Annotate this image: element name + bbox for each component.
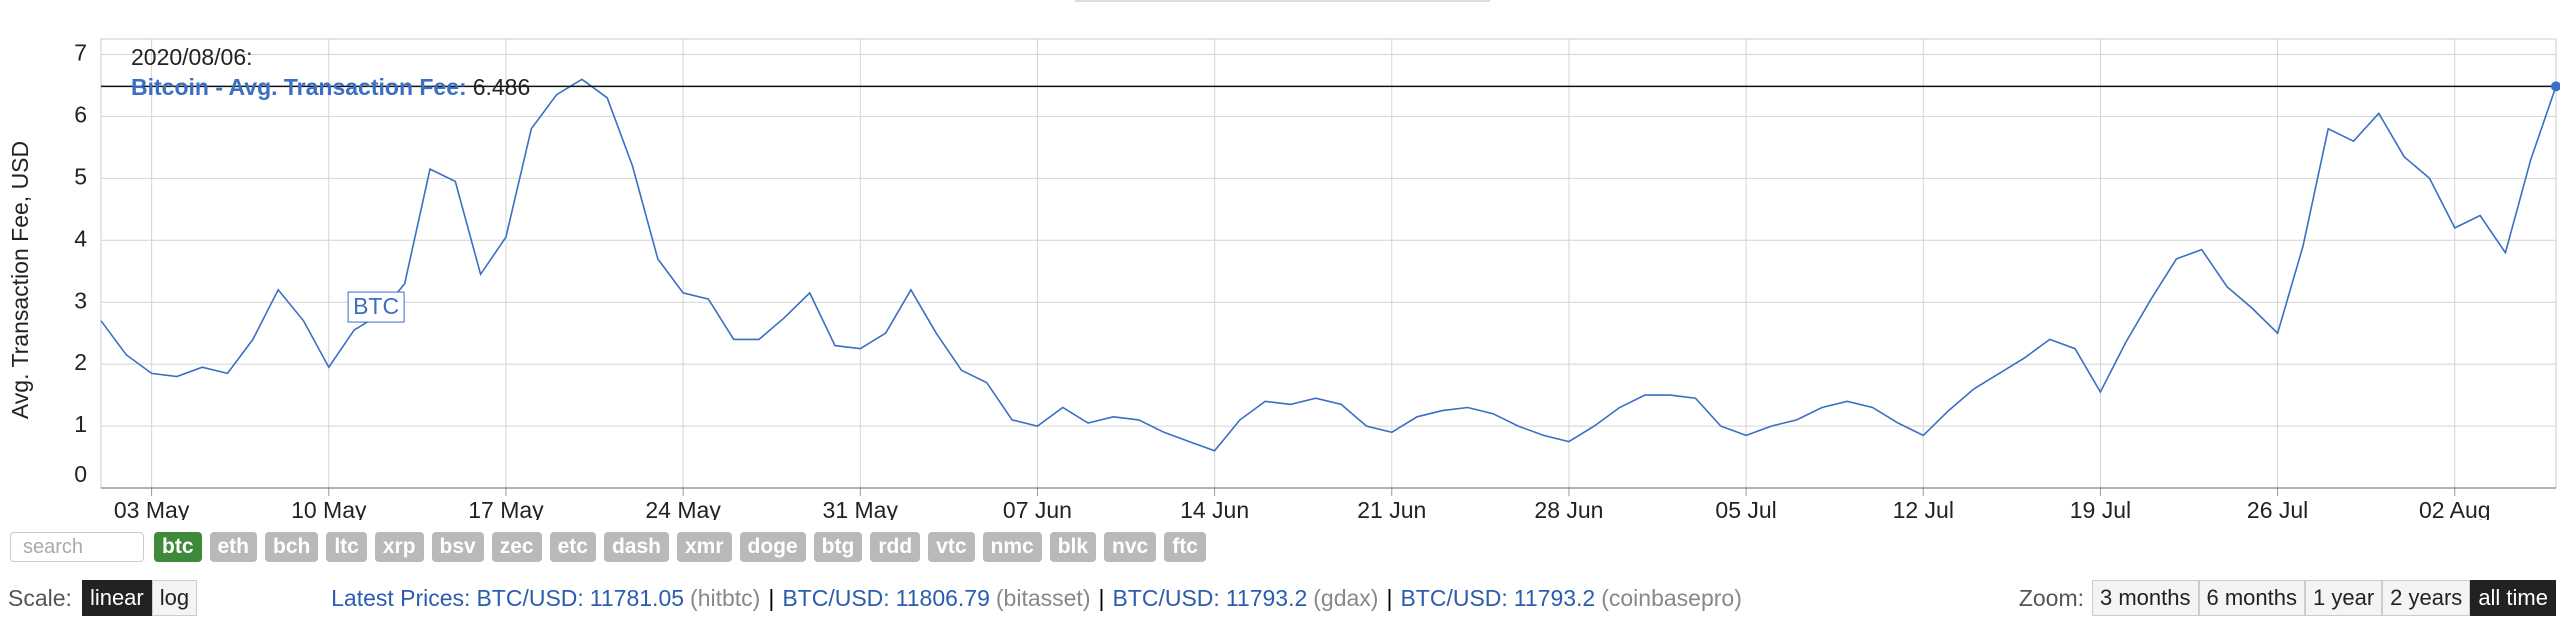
y-tick-label: 1 [74, 411, 87, 437]
tooltip-date: 2020/08/06: [131, 44, 253, 70]
coin-button[interactable]: nvc [1104, 532, 1157, 562]
x-tick-label: 17 May [468, 497, 544, 520]
price-pair: BTC/USD: [1112, 584, 1220, 611]
series-label: BTC [347, 291, 405, 323]
x-tick-label: 24 May [645, 497, 721, 520]
coin-button[interactable]: vtc [928, 532, 975, 562]
y-tick-label: 6 [74, 101, 87, 127]
x-tick-label: 26 Jul [2247, 497, 2308, 520]
x-tick-label: 05 Jul [1715, 497, 1776, 520]
coin-button[interactable]: nmc [982, 532, 1042, 562]
price-value: 11806.79 [895, 584, 990, 611]
coin-button[interactable]: doge [739, 532, 806, 562]
zoom-button[interactable]: all time [2470, 580, 2556, 616]
x-tick-label: 28 Jun [1534, 497, 1603, 520]
x-tick-label: 14 Jun [1180, 497, 1249, 520]
price-value: 11793.2 [1225, 584, 1308, 611]
y-tick-label: 3 [74, 287, 87, 313]
coin-button[interactable]: bch [265, 532, 319, 562]
x-tick-label: 03 May [114, 497, 190, 520]
price-exchange: (coinbasepro) [1601, 584, 1742, 611]
y-tick-label: 7 [74, 40, 87, 66]
x-tick-label: 12 Jul [1893, 497, 1954, 520]
tooltip-value: 6.486 [473, 74, 531, 100]
coin-button[interactable]: blk [1049, 532, 1097, 562]
price-exchange: (gdax) [1313, 584, 1379, 611]
zoom-button[interactable]: 1 year [2305, 580, 2383, 616]
bottom-bar: Scale: linear log Latest Prices: BTC/USD… [8, 578, 1742, 618]
coin-button[interactable]: ltc [326, 532, 367, 562]
zoom-button[interactable]: 3 months [2092, 580, 2199, 616]
price-separator: | [768, 584, 775, 611]
x-tick-label: 21 Jun [1357, 497, 1426, 520]
tooltip-label: Bitcoin - Avg. Transaction Fee: [131, 74, 467, 100]
coin-button[interactable]: bsv [431, 532, 484, 562]
price-pair: BTC/USD: [1400, 584, 1508, 611]
coin-button[interactable]: eth [209, 532, 257, 562]
x-tick-label: 07 Jun [1003, 497, 1072, 520]
zoom-bar: Zoom: 3 months 6 months 1 year 2 years all t… [2019, 578, 2556, 618]
coin-button[interactable]: btg [813, 532, 863, 562]
search-box[interactable]: search [10, 532, 144, 562]
scale-button[interactable]: linear [81, 580, 152, 616]
x-tick-label: 10 May [291, 497, 367, 520]
coin-button[interactable]: dash [603, 532, 669, 562]
chart: Avg. Transaction Fee, USD 0 1 2 3 4 5 6 7 03 May… [7, 0, 2560, 520]
y-tick-label: 0 [74, 461, 87, 487]
x-tick-label: 19 Jul [2070, 497, 2131, 520]
series-label-text: BTC [353, 293, 399, 319]
price-separator: | [1098, 584, 1105, 611]
x-tick-label: 02 Aug [2419, 497, 2491, 520]
search-placeholder: search [23, 536, 84, 558]
top-tab [1075, 0, 1490, 2]
price-pair: BTC/USD: [782, 584, 890, 611]
coin-button[interactable]: etc [549, 532, 596, 562]
coin-button[interactable]: zec [491, 532, 542, 562]
y-tick-label: 5 [74, 163, 87, 189]
scale-button[interactable]: log [151, 580, 198, 616]
coin-button[interactable]: xmr [676, 532, 732, 562]
x-tick-label: 31 May [823, 497, 899, 520]
coin-button[interactable]: btc [154, 532, 202, 562]
coin-list: btc eth bch ltc xrp bsv zec etc dash xmr doge btg rd… [154, 532, 1214, 562]
plot-frame [100, 38, 2557, 489]
zoom-button[interactable]: 2 years [2382, 580, 2471, 616]
prices: Latest Prices: BTC/USD: 11781.05 (hitbtc) |… [331, 585, 1742, 612]
price-value: 11793.2 [1513, 584, 1596, 611]
price-exchange: (hitbtc) [690, 584, 761, 611]
hover-point [2551, 81, 2560, 92]
coin-button[interactable]: rdd [870, 532, 921, 562]
series-label-box [347, 291, 405, 323]
scale-label: Scale: [8, 584, 72, 611]
coin-button[interactable]: ftc [1164, 532, 1206, 562]
price-pair: BTC/USD: [476, 584, 584, 611]
series-line [100, 78, 2557, 452]
y-tick-label: 2 [74, 349, 87, 375]
zoom-label: Zoom: [2018, 584, 2084, 611]
price-separator: | [1386, 584, 1393, 611]
zoom-button[interactable]: 6 months [2198, 580, 2305, 616]
price-exchange: (bitasset) [995, 584, 1091, 611]
y-axis-title: Avg. Transaction Fee, USD [7, 141, 33, 419]
prices-label: Latest Prices: [331, 584, 471, 611]
price-value: 11781.05 [589, 584, 685, 611]
coin-button[interactable]: xrp [374, 532, 424, 562]
tooltip-body: Bitcoin - Avg. Transaction Fee: 6.486 [131, 74, 530, 100]
y-tick-label: 4 [74, 225, 87, 251]
